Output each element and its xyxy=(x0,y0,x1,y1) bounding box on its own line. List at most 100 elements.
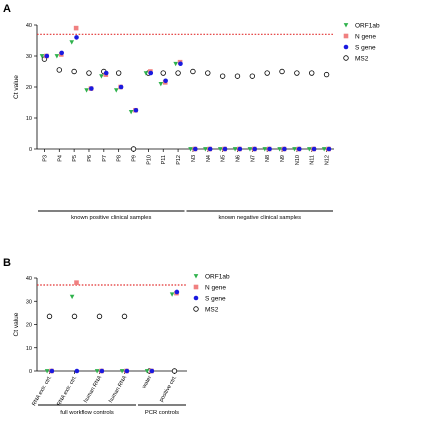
data-point-orf1ab xyxy=(54,54,60,59)
data-point-orf1ab xyxy=(144,369,150,374)
data-point-ms2 xyxy=(234,73,241,79)
data-point-s-gene xyxy=(222,146,228,152)
y-tick-label: 20 xyxy=(26,323,32,329)
x-tick-label: N5 xyxy=(221,155,227,162)
data-point-orf1ab xyxy=(173,61,178,67)
data-point-s-gene xyxy=(133,107,139,113)
data-point-ms2 xyxy=(279,68,285,75)
data-point-s-gene xyxy=(178,61,183,67)
data-point-orf1ab xyxy=(69,40,75,45)
data-point-ms2 xyxy=(205,70,211,76)
x-tick-label: RNA extr. ctrl. xyxy=(56,375,78,408)
data-point-orf1ab xyxy=(232,147,238,152)
x-tick-label: N3 xyxy=(191,155,197,162)
y-tick-label: 10 xyxy=(26,346,32,352)
data-point-orf1ab xyxy=(143,71,149,76)
y-tick-label: 0 xyxy=(29,147,32,153)
x-tick-label: N6 xyxy=(235,155,241,162)
data-point-s-gene xyxy=(99,368,105,374)
y-axis-label: Ct value xyxy=(13,312,20,336)
data-point-ms2 xyxy=(219,73,226,79)
data-point-orf1ab xyxy=(99,74,104,79)
data-point-ms2 xyxy=(323,71,330,78)
data-point-orf1ab xyxy=(203,147,208,152)
x-tick-label: N11 xyxy=(310,155,316,165)
data-point-ms2 xyxy=(130,146,137,152)
data-point-orf1ab xyxy=(262,147,268,152)
data-point-n-gene xyxy=(73,25,79,31)
data-point-orf1ab xyxy=(119,369,125,374)
x-tick-label: human RNA xyxy=(83,375,103,404)
x-tick-label: P3 xyxy=(42,155,48,162)
data-point-s-gene xyxy=(267,146,272,152)
legend-marker xyxy=(343,23,349,28)
x-tick-label: P12 xyxy=(176,155,182,165)
x-tick-label: water xyxy=(141,375,154,391)
data-point-orf1ab xyxy=(188,147,193,152)
data-point-ms2 xyxy=(171,368,178,374)
data-point-s-gene xyxy=(193,146,198,152)
data-point-s-gene xyxy=(124,368,130,374)
data-point-ms2 xyxy=(264,70,270,76)
legend-label: S gene xyxy=(355,44,376,51)
data-point-ms2 xyxy=(121,313,128,320)
data-point-orf1ab xyxy=(292,147,297,152)
data-point-ms2 xyxy=(115,70,122,76)
data-point-ms2 xyxy=(71,313,78,320)
legend-label: S gene xyxy=(205,295,226,302)
group-label: known positive clinical samples xyxy=(71,215,151,221)
data-point-ms2 xyxy=(175,70,181,76)
legend-label: ORF1ab xyxy=(205,273,230,280)
y-tick-label: 30 xyxy=(26,299,32,305)
data-point-s-gene xyxy=(74,35,79,40)
y-axis-label: Ct value xyxy=(13,75,20,99)
data-point-s-gene xyxy=(237,146,243,152)
data-point-ms2 xyxy=(46,313,53,320)
data-point-orf1ab xyxy=(321,147,327,152)
x-tick-label: human RNA xyxy=(108,375,128,404)
data-point-s-gene xyxy=(296,146,302,152)
data-point-orf1ab xyxy=(39,54,45,59)
legend-marker xyxy=(193,306,199,312)
x-tick-label: P11 xyxy=(161,155,167,164)
data-point-orf1ab xyxy=(94,369,100,374)
data-point-orf1ab xyxy=(128,109,134,115)
data-point-s-gene xyxy=(49,368,55,374)
data-point-orf1ab xyxy=(113,88,119,93)
legend-marker xyxy=(193,274,199,279)
x-tick-label: P5 xyxy=(72,155,78,162)
x-tick-label: positive ctrl. xyxy=(159,375,179,404)
data-point-s-gene xyxy=(118,84,124,90)
group-label: known negative clinical samples xyxy=(219,215,302,221)
data-point-ms2 xyxy=(190,68,196,75)
y-tick-label: 30 xyxy=(26,54,32,60)
legend-label: MS2 xyxy=(205,306,219,313)
x-tick-label: P7 xyxy=(102,155,108,162)
chart-panel-b: B 0 10 20 30 40 Ct value RNA extr. ctrl. RNA ext… xyxy=(3,257,230,416)
data-point-s-gene xyxy=(148,70,154,76)
data-point-ms2 xyxy=(96,313,103,320)
legend-marker xyxy=(193,295,199,301)
x-tick-label: P6 xyxy=(87,155,93,162)
group-label: PCR controls xyxy=(145,410,179,416)
data-point-ms2 xyxy=(309,70,315,76)
chart-panel-a: A 0 10 20 30 40 Ct value P3 P4 P5 P6 P7 P8 P9 P10 P11 P1… xyxy=(3,3,380,221)
data-point-s-gene xyxy=(59,50,64,56)
data-point-ms2 xyxy=(160,70,166,76)
data-point-s-gene xyxy=(174,289,180,295)
data-point-s-gene xyxy=(252,146,258,152)
x-tick-label: P8 xyxy=(117,155,123,162)
x-tick-label: P10 xyxy=(146,155,152,165)
data-point-s-gene xyxy=(74,368,80,374)
y-tick-label: 40 xyxy=(26,276,32,282)
data-point-s-gene xyxy=(149,368,155,374)
data-point-ms2 xyxy=(56,67,62,73)
data-point-orf1ab xyxy=(217,147,223,152)
data-point-ms2 xyxy=(86,70,92,76)
legend-label: N gene xyxy=(205,284,226,291)
x-tick-label: N12 xyxy=(325,155,331,165)
data-point-ms2 xyxy=(294,70,300,76)
data-point-orf1ab xyxy=(69,294,75,300)
x-tick-label: N9 xyxy=(280,155,286,162)
data-point-s-gene xyxy=(44,53,50,59)
